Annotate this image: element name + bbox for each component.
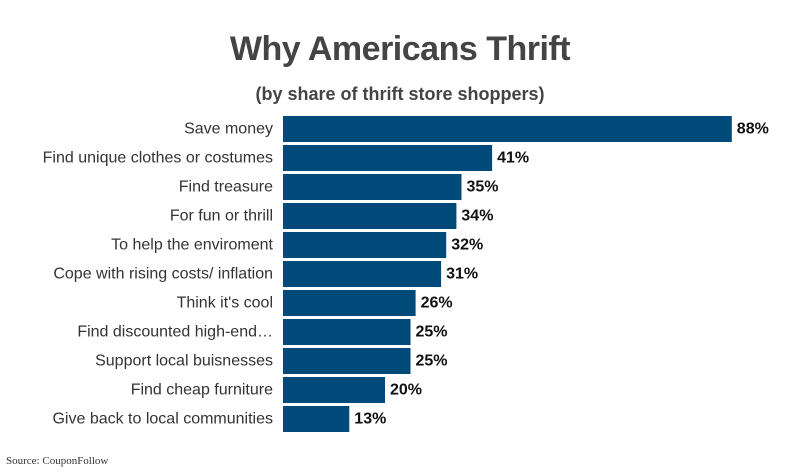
category-label: Find treasure (179, 179, 273, 196)
category-label: Find discounted high-end… (77, 324, 273, 341)
bar (283, 261, 442, 287)
category-label: To help the enviroment (111, 237, 273, 254)
bar (283, 174, 462, 200)
value-label: 20% (390, 382, 422, 399)
source-note: Source: CouponFollow (6, 455, 109, 467)
bar (283, 116, 732, 142)
bar (283, 406, 350, 432)
value-label: 25% (416, 353, 448, 370)
value-label: 34% (461, 208, 493, 225)
value-label: 88% (737, 121, 769, 138)
category-label: Cope with rising costs/ inflation (53, 266, 273, 283)
value-label: 31% (446, 266, 478, 283)
bar (283, 232, 447, 258)
value-label: 35% (467, 179, 499, 196)
bar (283, 145, 493, 171)
bar (283, 348, 411, 374)
value-label: 25% (416, 324, 448, 341)
category-label: Support local buisnesses (95, 353, 273, 370)
chart-title: Why Americans Thrift (229, 30, 571, 68)
chart-subtitle: (by share of thrift store shoppers) (255, 84, 545, 104)
value-label: 13% (354, 411, 386, 428)
category-label: Save money (184, 121, 273, 138)
bar (283, 319, 411, 345)
category-label: Find cheap furniture (131, 382, 273, 399)
bar (283, 203, 457, 229)
value-label: 26% (421, 295, 453, 312)
value-label: 41% (497, 150, 529, 167)
category-label: For fun or thrill (170, 208, 273, 225)
bar (283, 377, 385, 403)
bar (283, 290, 416, 316)
value-label: 32% (451, 237, 483, 254)
category-label: Give back to local communities (52, 411, 273, 428)
category-label: Think it's cool (177, 295, 273, 312)
category-label: Find unique clothes or costumes (43, 150, 273, 167)
